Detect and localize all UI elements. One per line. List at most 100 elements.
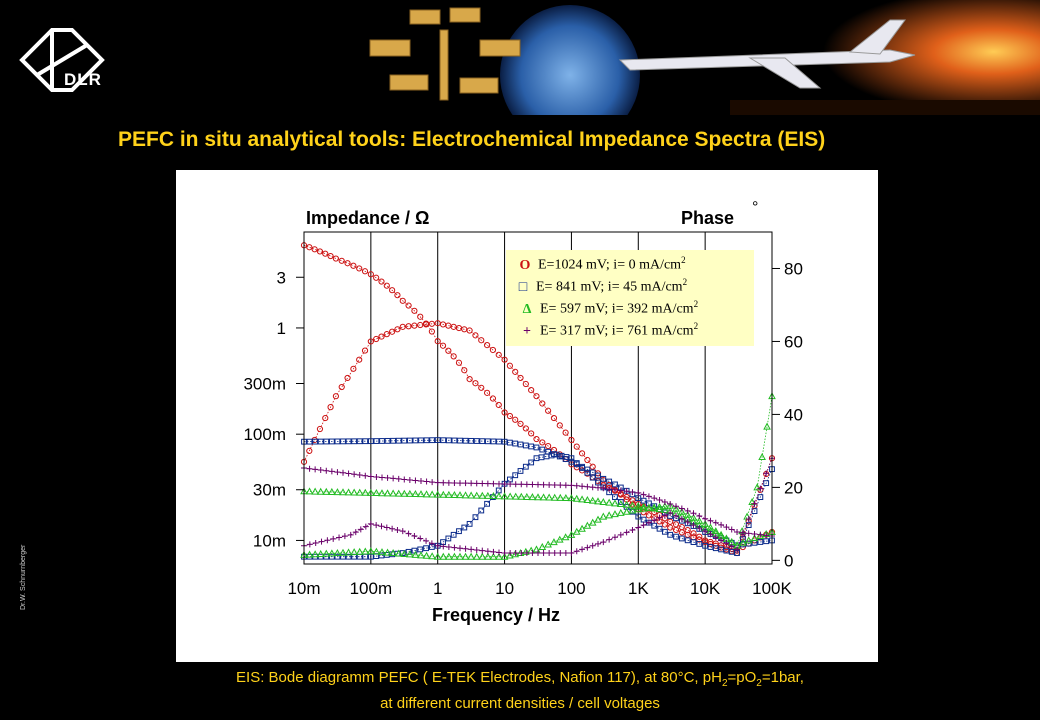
- data-point: [495, 351, 502, 358]
- data-point: [306, 465, 313, 472]
- data-point: [512, 550, 519, 557]
- data-point: [334, 438, 341, 445]
- data-point: [394, 326, 401, 333]
- data-point: [306, 447, 313, 455]
- data-point: [690, 510, 697, 517]
- data-point: [467, 491, 475, 499]
- data-point: [728, 548, 735, 555]
- data-point: [518, 550, 525, 557]
- banner-image: [330, 0, 1040, 115]
- data-point: [667, 531, 674, 538]
- data-point: [501, 550, 508, 557]
- data-point: [640, 516, 647, 523]
- data-point: [573, 460, 580, 466]
- data-point: [723, 547, 730, 554]
- legend-item: □ E= 841 mV; i= 45 mA/cm2: [514, 277, 762, 299]
- data-point: [479, 547, 486, 554]
- dlr-logo-icon: [19, 28, 105, 92]
- header-banner: DLR: [0, 0, 1040, 115]
- data-point: [327, 252, 334, 260]
- data-point: [367, 473, 374, 480]
- data-point: [617, 487, 624, 494]
- data-point: [550, 493, 559, 501]
- data-point: [595, 472, 601, 479]
- data-point: [356, 356, 363, 363]
- data-point: [696, 536, 703, 543]
- data-point: [330, 535, 337, 542]
- data-point: [501, 480, 508, 487]
- data-point: [611, 510, 619, 518]
- series-line: [303, 396, 773, 558]
- data-point: [362, 523, 369, 530]
- data-point: [523, 550, 530, 557]
- legend-symbol: □: [518, 279, 528, 295]
- data-point: [523, 481, 530, 488]
- data-point: [673, 503, 680, 510]
- page-title: PEFC in situ analytical tools: Electroch…: [118, 128, 826, 151]
- data-point: [340, 469, 346, 476]
- data-point: [739, 538, 747, 546]
- data-point: [511, 550, 520, 558]
- legend-symbol: +: [523, 323, 531, 339]
- data-point: [634, 502, 643, 510]
- data-point: [451, 479, 458, 486]
- data-point: [473, 438, 480, 444]
- data-point: [528, 443, 535, 450]
- data-point: [535, 550, 541, 557]
- data-point: [389, 489, 397, 497]
- data-point: [311, 550, 319, 558]
- series-line: [303, 322, 773, 554]
- data-point: [355, 547, 364, 555]
- data-point: [495, 492, 503, 500]
- data-point: [573, 548, 580, 555]
- data-point: [739, 531, 746, 538]
- data-point: [450, 531, 457, 538]
- y-tick-label: 300m: [243, 374, 286, 393]
- data-point: [327, 404, 334, 411]
- data-point: [317, 467, 324, 474]
- data-point: [589, 463, 596, 470]
- data-point: [350, 548, 358, 556]
- data-point: [535, 481, 541, 488]
- data-point: [677, 507, 686, 515]
- data-point: [417, 313, 424, 320]
- data-point: [561, 533, 570, 541]
- x-tick-label: 10K: [690, 579, 721, 598]
- bode-chart: 10m 30m 100m 300m 1 3 0 20 40 60 80 10m 100m 1 10 100…: [176, 170, 878, 662]
- series-3: [301, 451, 775, 560]
- data-point: [406, 489, 414, 497]
- data-point: [347, 531, 354, 538]
- data-point: [517, 492, 526, 500]
- data-point: [711, 527, 720, 535]
- data-point: [429, 479, 436, 486]
- data-point: [673, 533, 679, 540]
- data-point: [378, 523, 385, 530]
- data-point: [445, 347, 452, 354]
- data-point: [501, 438, 508, 445]
- data-point: [361, 347, 369, 354]
- data-point: [445, 479, 452, 486]
- data-point: [763, 532, 770, 539]
- data-point: [512, 472, 519, 479]
- data-point: [336, 534, 343, 541]
- data-point: [623, 488, 630, 495]
- data-point: [528, 459, 535, 466]
- data-point: [401, 476, 408, 483]
- data-point: [750, 534, 759, 542]
- y2-axis-unit: °: [752, 199, 758, 216]
- data-point: [533, 393, 540, 400]
- data-point: [434, 479, 441, 486]
- data-point: [489, 346, 497, 354]
- data-point: [555, 535, 564, 543]
- data-point: [434, 542, 441, 549]
- data-point: [411, 322, 418, 329]
- data-point: [611, 486, 618, 493]
- data-point: [445, 322, 452, 329]
- data-point: [661, 512, 668, 519]
- data-point: [418, 478, 424, 485]
- data-point: [467, 552, 475, 560]
- data-point: [639, 504, 648, 512]
- x-axis-ticks: 10m 100m 1 10 100 1K 10K 100K: [287, 579, 792, 598]
- data-point: [440, 479, 447, 486]
- legend-text: E=1024 mV; i= 0 mA/cm: [538, 257, 682, 273]
